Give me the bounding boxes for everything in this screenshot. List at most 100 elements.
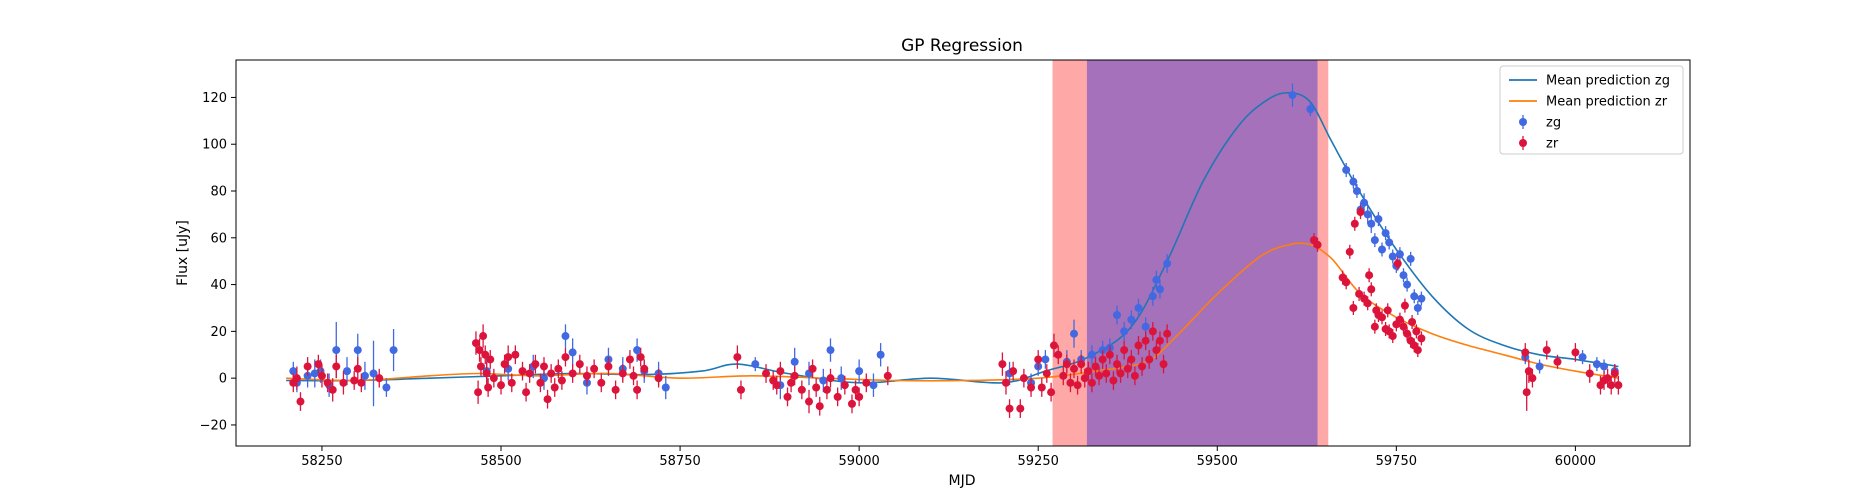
point-marker xyxy=(1603,374,1612,383)
point-marker xyxy=(1141,336,1150,345)
point-marker xyxy=(1102,369,1111,378)
legend-label: Mean prediction zr xyxy=(1546,95,1668,110)
point-marker xyxy=(826,346,835,355)
data-point-zg xyxy=(343,357,352,386)
mean-line-zr xyxy=(286,242,1619,382)
data-point-zr xyxy=(1084,361,1093,381)
data-point-zr xyxy=(482,361,491,386)
point-marker xyxy=(661,383,670,392)
point-marker xyxy=(1073,381,1082,390)
point-marker xyxy=(1349,303,1358,312)
point-marker xyxy=(1009,367,1018,376)
data-point-zr xyxy=(762,364,771,383)
point-marker xyxy=(1091,362,1100,371)
point-marker xyxy=(525,369,534,378)
point-marker xyxy=(1412,327,1421,336)
point-marker xyxy=(375,374,384,383)
point-marker xyxy=(350,376,359,385)
point-marker xyxy=(1116,369,1125,378)
point-marker xyxy=(840,381,849,390)
point-marker xyxy=(1388,332,1397,341)
data-point-zg xyxy=(1363,205,1372,224)
point-marker xyxy=(1034,355,1043,364)
data-point-zr xyxy=(1098,350,1107,369)
point-marker xyxy=(1148,292,1157,301)
data-point-zg xyxy=(1360,193,1369,213)
point-marker xyxy=(289,367,298,376)
legend-swatch-marker xyxy=(1519,139,1527,147)
data-point-zg xyxy=(561,324,570,348)
data-point-zr xyxy=(736,380,745,400)
data-point-zg xyxy=(1592,357,1601,372)
point-marker xyxy=(561,332,570,341)
point-marker xyxy=(522,388,531,397)
data-point-zr xyxy=(323,373,332,393)
data-point-zr xyxy=(1367,282,1376,297)
data-point-zr xyxy=(1528,368,1537,388)
data-point-zr xyxy=(808,359,817,379)
data-point-zg xyxy=(1134,298,1143,318)
point-marker xyxy=(776,367,785,376)
data-point-zg xyxy=(1410,289,1419,304)
point-marker xyxy=(1360,198,1369,207)
legend-label: Mean prediction zg xyxy=(1546,74,1670,89)
point-marker xyxy=(797,385,806,394)
data-point-zr xyxy=(543,389,552,409)
data-point-zr xyxy=(536,373,545,393)
point-marker xyxy=(1001,378,1010,387)
point-marker xyxy=(568,348,577,357)
data-point-zg xyxy=(1155,279,1164,299)
point-marker xyxy=(511,350,520,359)
data-point-zg xyxy=(1417,291,1426,306)
point-marker xyxy=(790,357,799,366)
data-point-zr xyxy=(840,375,849,395)
point-marker xyxy=(629,371,638,380)
data-point-zr xyxy=(1077,354,1086,374)
point-marker xyxy=(1019,374,1028,383)
data-point-zr xyxy=(604,357,613,376)
data-point-zg xyxy=(1403,277,1412,292)
point-marker xyxy=(1349,177,1358,186)
point-marker xyxy=(1522,388,1531,397)
data-point-zr xyxy=(1522,373,1531,411)
point-marker xyxy=(1363,210,1372,219)
point-marker xyxy=(1087,378,1096,387)
data-point-zr xyxy=(618,364,627,383)
point-marker xyxy=(1381,229,1390,238)
data-point-zr xyxy=(1112,354,1121,374)
x-tick-label: 59250 xyxy=(1018,454,1059,469)
data-point-zr xyxy=(1350,216,1359,231)
point-marker xyxy=(1077,360,1086,369)
data-point-zr xyxy=(1116,364,1125,383)
point-marker xyxy=(1399,322,1408,331)
point-marker xyxy=(357,378,366,387)
data-point-zg xyxy=(855,359,864,383)
data-point-zg xyxy=(1399,268,1408,283)
point-marker xyxy=(1120,346,1129,355)
data-point-zr xyxy=(332,354,341,379)
data-point-zr xyxy=(1159,354,1168,374)
point-marker xyxy=(1054,350,1063,359)
x-tick-label: 59000 xyxy=(838,454,879,469)
data-point-zr xyxy=(783,387,792,407)
point-marker xyxy=(507,378,516,387)
point-marker xyxy=(1400,301,1409,310)
data-point-zr xyxy=(547,364,556,383)
point-marker xyxy=(1395,315,1404,324)
data-point-zr xyxy=(1155,331,1164,351)
data-point-zr xyxy=(1614,375,1623,395)
point-marker xyxy=(1385,238,1394,247)
point-marker xyxy=(1614,381,1623,390)
data-point-zr xyxy=(812,378,821,397)
data-point-zr xyxy=(1355,286,1364,301)
x-tick-label: 59500 xyxy=(1197,454,1238,469)
point-marker xyxy=(1070,329,1079,338)
point-marker xyxy=(476,362,485,371)
point-marker xyxy=(1141,322,1150,331)
point-marker xyxy=(790,371,799,380)
point-marker xyxy=(1112,310,1121,319)
point-marker xyxy=(772,381,781,390)
point-marker xyxy=(590,364,599,373)
data-point-zr xyxy=(474,380,483,404)
y-axis-title: Flux [uJy] xyxy=(175,220,191,286)
